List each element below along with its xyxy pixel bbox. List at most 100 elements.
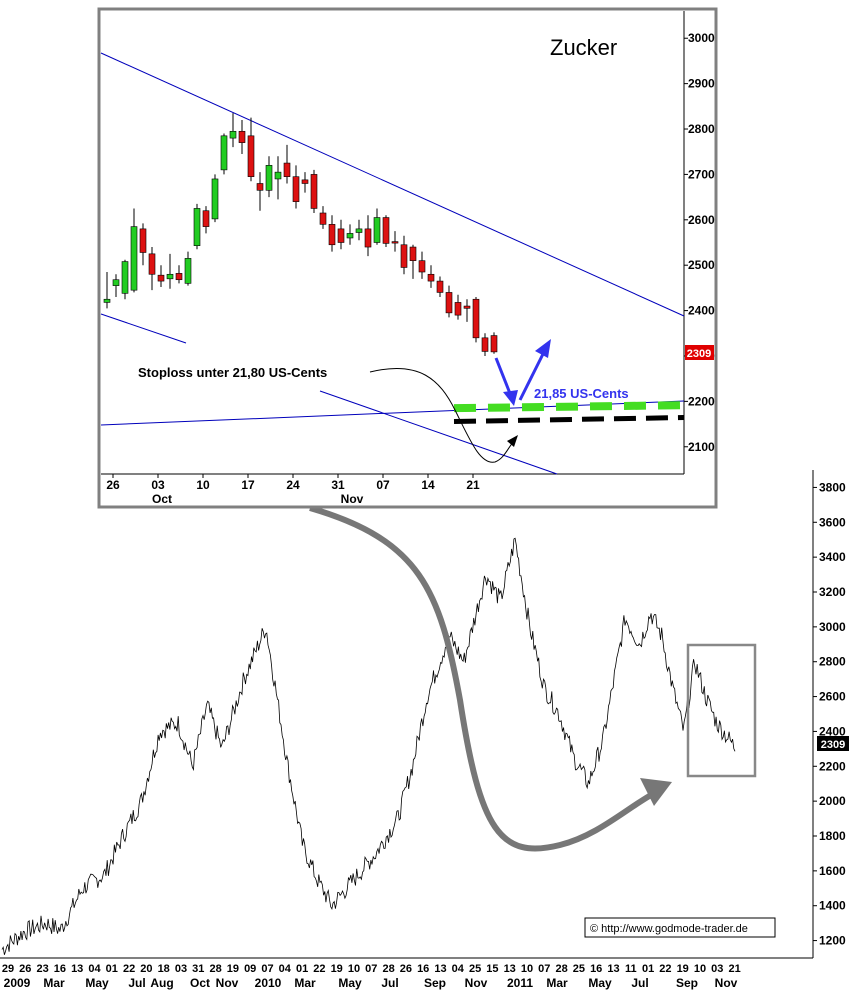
candle-body: [229, 130, 237, 139]
candle-body: [472, 298, 480, 339]
lower-x-month-label: Nov: [715, 976, 738, 990]
lower-x-day-label: 10: [521, 963, 533, 975]
lower-y-tick-label: 1800: [819, 829, 846, 843]
lower-x-month-label: Jul: [631, 976, 648, 990]
candle: [229, 113, 237, 148]
lower-x-month-label: Jul: [381, 976, 398, 990]
candle: [310, 169, 318, 213]
candle: [355, 219, 363, 241]
candle-body: [400, 244, 408, 268]
candle: [247, 117, 255, 182]
candle: [166, 253, 174, 289]
lower-y-tick-label: 3600: [819, 515, 846, 529]
down-arrow-head: [503, 390, 518, 406]
upper-x-tick-label: 07: [376, 478, 390, 492]
candle-body: [247, 135, 255, 177]
upper-x-tick-label: 26: [106, 478, 120, 492]
upper-x-tick-label: 17: [241, 478, 255, 492]
trend-line-lower-left: [100, 313, 187, 344]
lower-x-month-label: Oct: [190, 976, 210, 990]
lower-x-day-label: 26: [400, 963, 412, 975]
lower-y-tick-label: 1200: [819, 934, 846, 948]
upper-x-month-labels: Oct Nov: [152, 492, 364, 506]
candle: [274, 156, 282, 200]
lower-x-day-label: 28: [555, 963, 567, 975]
lower-x-day-label: 19: [331, 963, 343, 975]
candle-body: [310, 174, 318, 209]
lower-x-day-label: 26: [19, 963, 31, 975]
lower-x-day-label: 13: [504, 963, 516, 975]
upper-x-tick-labels: 26 03 10 17 24 31 07 14 21: [106, 474, 480, 492]
candle: [211, 174, 219, 223]
candle-body: [301, 179, 309, 184]
candle-body: [283, 162, 291, 177]
candle-body: [202, 210, 210, 227]
upper-y-tick-label: 2500: [688, 258, 715, 272]
candle-body: [454, 302, 462, 316]
down-arrow: [494, 357, 513, 397]
upper-x-tick-label: 14: [421, 478, 435, 492]
upper-x-tick-label: 21: [466, 478, 480, 492]
lower-x-day-label: 01: [642, 963, 654, 975]
lower-y-tick-label: 3800: [819, 480, 846, 494]
candle: [121, 259, 129, 300]
lower-y-tick-label: 3200: [819, 585, 846, 599]
lower-x-day-label: 04: [452, 963, 465, 975]
lower-x-day-label: 31: [192, 963, 204, 975]
lower-x-day-label: 16: [590, 963, 602, 975]
lower-x-month-label: 2011: [507, 976, 533, 990]
candle: [418, 251, 426, 279]
candle-body: [175, 273, 183, 281]
candle: [328, 215, 336, 252]
stoploss-arrow-head: [507, 435, 518, 447]
candle: [148, 247, 156, 291]
lower-x-day-label: 11: [625, 963, 637, 975]
candle: [301, 172, 309, 193]
candle-body: [292, 176, 300, 202]
candle: [256, 172, 264, 211]
target-label: 21,85 US-Cents: [534, 386, 629, 401]
candle-body: [193, 208, 201, 246]
lower-y-ticks: 1200 1400 1600 1800 2000 2200 2400 2600 2800 3000…: [813, 480, 846, 948]
lower-x-month-label: May: [588, 976, 612, 990]
candle-body: [265, 165, 273, 191]
trend-line-upper: [100, 52, 685, 317]
lower-x-day-label: 29: [2, 963, 14, 975]
lower-x-month-label: Mar: [546, 976, 568, 990]
candle: [220, 133, 228, 175]
candle: [436, 276, 444, 297]
lower-y-tick-label: 3400: [819, 550, 846, 564]
chart-title: Zucker: [550, 35, 617, 60]
lower-x-month-label: 2010: [255, 976, 282, 990]
zoom-highlight-box: [686, 643, 757, 778]
candle: [112, 274, 120, 297]
lower-x-month-label: Jul: [128, 976, 145, 990]
candle-body: [373, 217, 381, 243]
candle: [265, 156, 273, 198]
lower-y-tick-label: 2200: [819, 759, 846, 773]
lower-y-tick-label: 2600: [819, 690, 846, 704]
upper-x-tick-label: 10: [196, 478, 210, 492]
candle-body: [346, 233, 354, 239]
lower-x-day-label: 22: [313, 963, 325, 975]
candle-body: [481, 337, 489, 352]
lower-x-month-label: May: [85, 976, 109, 990]
candle: [445, 285, 453, 318]
candle: [454, 294, 462, 320]
lower-x-day-label: 15: [486, 963, 498, 975]
lower-y-tick-label: 1600: [819, 864, 846, 878]
candle-body: [490, 335, 498, 353]
candle-body: [220, 135, 228, 171]
support-line: [100, 400, 685, 426]
lower-y-tick-label: 2000: [819, 794, 846, 808]
candle-body: [445, 292, 453, 314]
lower-x-day-label: 22: [123, 963, 135, 975]
upper-y-tick-label: 2900: [688, 77, 715, 91]
lower-x-month-label: May: [338, 976, 362, 990]
lower-y-tick-label: 3000: [819, 620, 846, 634]
upper-y-tick-label: 2800: [688, 122, 715, 136]
candle: [184, 251, 192, 286]
upper-y-tick-label: 2200: [688, 394, 715, 408]
stoploss-label: Stoploss unter 21,80 US-Cents: [138, 365, 327, 380]
